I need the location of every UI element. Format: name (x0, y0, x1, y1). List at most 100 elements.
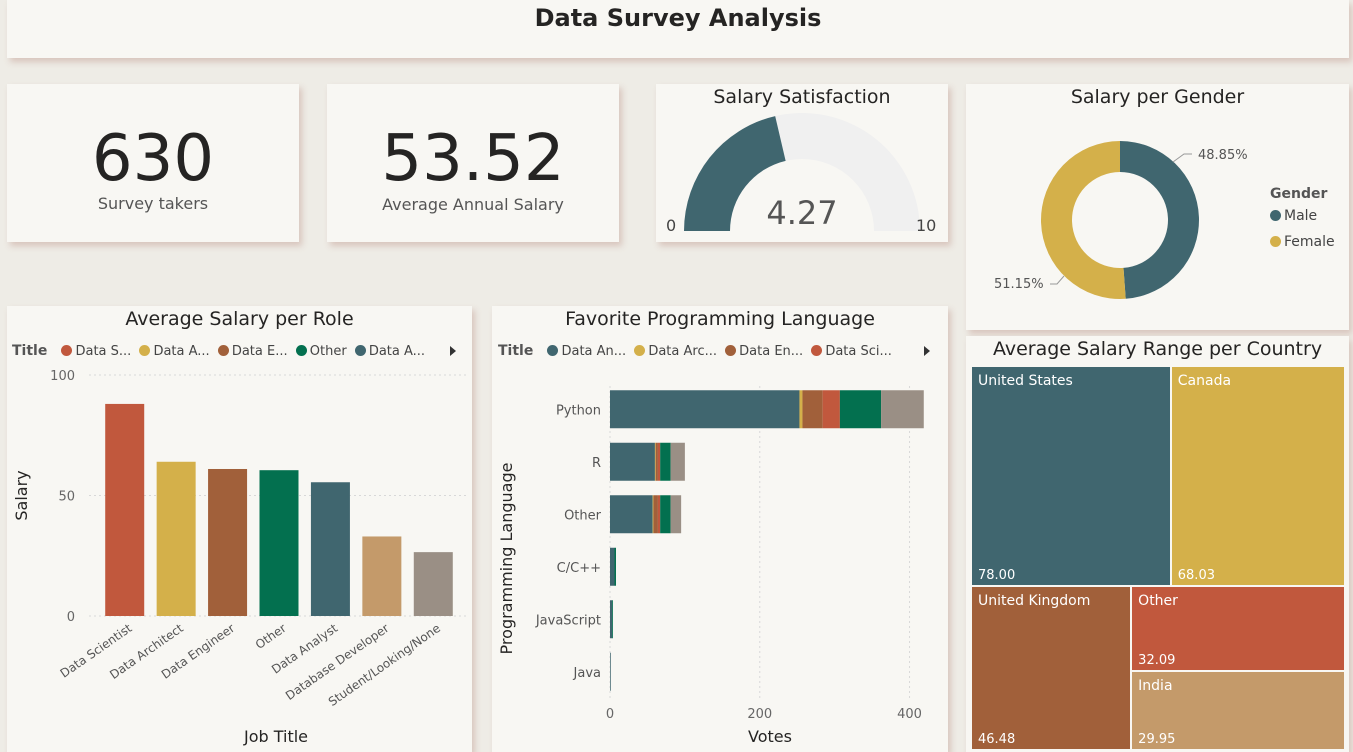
language-legend-title: Title (498, 343, 534, 359)
donut-slice-female[interactable] (1040, 141, 1126, 299)
legend-next-arrow-icon[interactable] (450, 346, 456, 356)
bar-segment-2-1[interactable] (652, 495, 654, 534)
salary-per-country-card[interactable]: Average Salary Range per Country United … (966, 336, 1349, 752)
gauge-min-label: 0 (666, 216, 677, 235)
bar-segment-3-4[interactable] (614, 547, 616, 586)
bar-segment-0-0[interactable] (610, 390, 800, 429)
salary-per-gender-title: Salary per Gender (1070, 86, 1245, 108)
y-tick-label: Java (573, 666, 601, 681)
kpi-average-salary-value: 53.52 (381, 122, 565, 196)
bar-segment-1-2[interactable] (655, 442, 658, 481)
bar-segment-0-3[interactable] (822, 390, 840, 429)
y-tick-label: Python (556, 403, 601, 418)
bar-3[interactable] (259, 470, 299, 616)
bar-segment-2-2[interactable] (653, 495, 658, 534)
country-treemap: United States 78.00 Canada 68.03 United King… (971, 366, 1345, 750)
language-bar-chart: 0 200 400 Python R Other C/C++ JavaScript Java Pr… (497, 386, 924, 746)
treemap-cell-value: 29.95 (1138, 731, 1176, 747)
role-legend-item[interactable]: Data S... (57, 344, 131, 359)
bar-2[interactable] (208, 468, 248, 616)
kpi-average-salary-card[interactable]: 53.52 Average Annual Salary (327, 84, 619, 242)
y-tick-label: Other (564, 508, 602, 523)
legend-next-arrow-icon[interactable] (924, 346, 930, 356)
programming-language-title: Favorite Programming Language (565, 308, 875, 330)
bar-segment-5-0[interactable] (610, 652, 611, 691)
role-legend-title: Title (12, 343, 48, 359)
treemap-cell[interactable]: Canada 68.03 (1170, 366, 1345, 587)
gauge-svg (684, 113, 920, 231)
kpi-survey-takers-value: 630 (91, 122, 215, 196)
gauge-fill (684, 116, 786, 231)
treemap-cell-label: India (1138, 677, 1173, 694)
bar-4[interactable] (310, 482, 350, 616)
gender-donut-svg (1040, 141, 1199, 299)
legend-item-male[interactable]: Male (1270, 208, 1317, 224)
donut-slice-male[interactable] (1120, 141, 1199, 299)
y-tick-label: 0 (67, 610, 75, 625)
bar-segment-1-1[interactable] (654, 442, 656, 481)
bar-segment-0-2[interactable] (802, 390, 823, 429)
role-legend-item[interactable]: Data E... (214, 344, 288, 359)
y-tick-label: R (592, 456, 601, 471)
y-tick-label: C/C++ (557, 561, 601, 576)
bar-segment-1-0[interactable] (610, 442, 655, 481)
treemap-cell[interactable]: India 29.95 (1131, 670, 1345, 750)
language-legend: Title Data An... Data Arc... Data En... … (498, 343, 892, 359)
gauge-value: 4.27 (766, 194, 838, 232)
treemap-cell-label: Canada (1177, 373, 1232, 389)
role-legend-item[interactable]: Data A... (351, 344, 425, 359)
treemap-cell[interactable]: United States 78.00 (971, 366, 1171, 587)
salary-satisfaction-card[interactable]: Salary Satisfaction 4.27 0 10 (656, 84, 948, 242)
language-legend-item[interactable]: Data An... (543, 344, 626, 359)
bar-5[interactable] (362, 536, 402, 616)
bar-6[interactable] (413, 552, 453, 616)
salary-per-role-card[interactable]: Average Salary per Role Title Data S... … (7, 306, 472, 752)
bar-segment-4-4[interactable] (612, 600, 613, 639)
role-legend-item[interactable]: Other (292, 344, 347, 359)
female-percent-label: 51.15% (994, 277, 1044, 292)
bar-segment-1-4[interactable] (660, 442, 671, 481)
bar-segment-0-5[interactable] (881, 390, 924, 429)
bar-segment-4-0[interactable] (610, 600, 613, 639)
y-tick-label: 100 (50, 369, 75, 384)
treemap-cell-value: 32.09 (1138, 652, 1176, 668)
treemap-cell-value: 46.48 (978, 731, 1016, 747)
female-dot (1270, 236, 1281, 247)
x-tick-label: Other (253, 621, 289, 652)
kpi-average-salary-label: Average Annual Salary (382, 195, 564, 214)
bar-segment-2-5[interactable] (670, 495, 682, 534)
male-leader-line (1172, 153, 1192, 163)
salary-per-gender-card[interactable]: Salary per Gender 48.85% 51.15% Gender M… (966, 84, 1349, 330)
bar-segment-0-4[interactable] (839, 390, 882, 429)
bar-1[interactable] (156, 461, 196, 616)
bar-segment-2-0[interactable] (610, 495, 653, 534)
kpi-survey-takers-card[interactable]: 630 Survey takers (7, 84, 299, 242)
bar-segment-0-1[interactable] (799, 390, 803, 429)
bar-segment-3-0[interactable] (610, 547, 615, 586)
salary-satisfaction-title: Salary Satisfaction (713, 86, 891, 108)
treemap-cell-label: United States (978, 373, 1073, 389)
y-axis-title: Programming Language (497, 463, 516, 655)
bar-segment-1-5[interactable] (670, 442, 685, 481)
male-dot (1270, 210, 1281, 221)
kpi-survey-takers-label: Survey takers (97, 194, 209, 213)
bar-segment-1-3[interactable] (657, 442, 661, 481)
x-axis-title: Votes (748, 727, 792, 746)
bar-segment-2-3[interactable] (657, 495, 661, 534)
language-legend-item[interactable]: Data En... (721, 344, 803, 359)
role-legend-item[interactable]: Data A... (135, 344, 210, 359)
legend-item-female[interactable]: Female (1270, 234, 1335, 250)
legend-male-label: Male (1284, 208, 1318, 224)
y-tick-label: 50 (58, 490, 75, 505)
treemap-cell-label: United Kingdom (978, 593, 1091, 610)
programming-language-card[interactable]: Favorite Programming Language Title Data… (492, 306, 948, 752)
treemap-cell[interactable]: United Kingdom 46.48 (971, 586, 1132, 750)
bar-segment-2-4[interactable] (660, 495, 671, 534)
salary-per-role-title: Average Salary per Role (125, 308, 354, 330)
language-legend-item[interactable]: Data Arc... (630, 344, 717, 359)
treemap-cell[interactable]: Other 32.09 (1131, 586, 1345, 671)
bar-0[interactable] (105, 403, 145, 616)
legend-female-label: Female (1284, 234, 1335, 250)
language-legend-item[interactable]: Data Sci... (807, 344, 892, 359)
